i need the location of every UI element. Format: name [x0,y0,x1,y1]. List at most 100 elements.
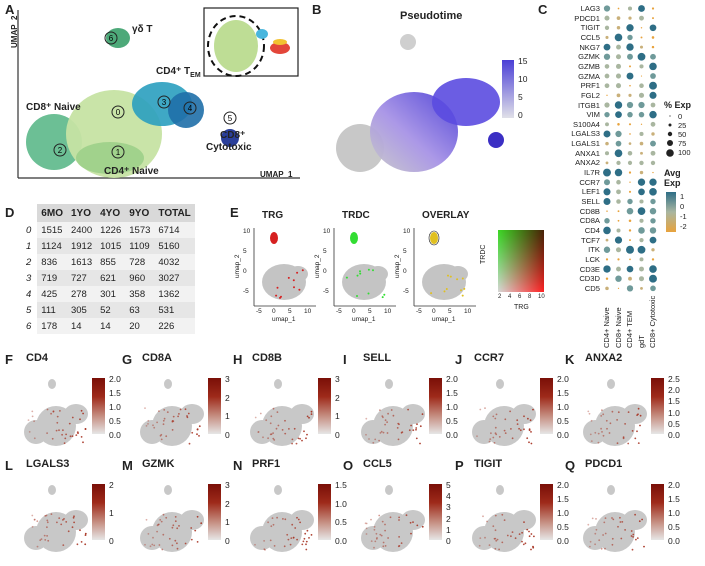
feature-point [521,540,523,543]
panel-letter-g: G [122,352,133,367]
table-cell: 63 [125,302,155,318]
dot-ccl5-g1 [614,33,623,42]
feature-point [60,523,63,526]
feature-point [276,411,279,413]
feature-tick: 1.5 [446,388,458,398]
feature-point [257,431,260,433]
coexp-point [345,276,348,279]
feature-point [46,521,49,524]
dot-itk-g1 [615,247,622,253]
feature-point [188,442,191,445]
table-row-id: 1 [22,238,38,254]
feature-point [33,518,36,521]
dot-cd5-g1 [617,287,620,289]
feature-point [370,518,372,521]
feature-point [282,518,284,520]
coexp-point [430,292,433,295]
feature-point [33,518,36,521]
feature-point [400,431,403,434]
feature-plot-tigit: TIGIT 2.0 1.5 1.0 0.5 0.0 [462,458,572,560]
feature-point [174,516,177,518]
coexp-title-overlay: OVERLAY [422,210,470,221]
dot-lck-g0 [605,258,609,261]
table-cell: 14 [96,318,126,334]
dot-anxa2-g3 [639,160,644,166]
feature-point [598,539,601,542]
feature-point [530,431,532,433]
feature-point [518,533,521,535]
feature-point [518,427,520,430]
feature-point [533,535,535,538]
feature-point [590,440,593,442]
label-cd4-tem: CD4⁺ TEM [156,66,201,79]
feature-point [304,532,307,535]
dot-cd8a-g1 [617,219,620,222]
dotplot-gene-anxa1: ANXA1 [575,148,600,158]
feature-point [67,530,70,533]
feature-point [72,516,75,519]
feature-point [416,524,419,527]
dot-cd4-g2 [628,229,632,232]
dot-cd3e-g4 [649,265,657,273]
dot-ccr7-g4 [649,178,657,186]
feature-tick: 1.0 [109,402,121,412]
feature-point [479,537,482,539]
panel-letter-f: F [5,352,13,367]
pct-tick-75: 75 [678,139,687,148]
feature-point [28,431,31,433]
feature-point [612,518,615,521]
feature-point [162,513,165,516]
feature-point [616,442,619,445]
table-row: 4 425 278 301 358 1362 [22,286,195,302]
dot-gzmk-g0 [603,53,611,60]
feature-point [587,410,590,413]
feature-point [163,417,166,420]
feature-point [379,533,382,536]
feature-point [484,407,486,409]
feature-point [56,521,58,524]
dot-nkg7-g1 [616,44,621,50]
feature-point [46,432,48,434]
dot-cd3d-g1 [615,275,622,282]
coexp-point [280,295,282,298]
table-cell: 728 [125,254,155,270]
panel-letter-i: I [343,352,347,367]
inset-yellow-cluster [273,39,287,45]
feature-point [379,432,382,434]
feature-point [297,518,300,521]
feature-tick: 1.5 [557,494,569,504]
feature-point [296,538,298,541]
feature-point [631,548,634,551]
dot-anxa2-g1 [616,160,621,166]
dot-tcf7-g1 [614,236,623,244]
feature-point [272,523,275,526]
feature-point [76,543,79,546]
feature-point [292,536,295,539]
pseudotime-plot [336,34,514,172]
dotplot-gene-s100a4: S100A4 [572,119,600,129]
coexp-point [359,272,362,275]
dot-lgals3-g0 [603,130,611,138]
label-cytotoxic: Cytotoxic [206,142,252,153]
feature-tick: 4 [446,491,451,502]
feature-point [506,534,509,537]
feature-tick: 1.5 [109,388,121,398]
feature-point [186,415,188,417]
feature-point [382,541,385,544]
coexp-point [381,296,384,299]
feature-point [254,416,257,419]
coexp-xlabel: umap_1 [432,316,456,323]
feature-point [604,532,607,535]
feature-umap-ccl5 [361,485,425,552]
feature-point [46,535,48,537]
dotplot-gene-cd8b: CD8B [579,206,600,216]
feature-point [381,520,384,523]
feature-point [509,410,511,413]
feature-tick: 0.0 [335,536,347,546]
feature-umap-prf1 [250,485,314,552]
feature-point [376,537,378,539]
feature-point [158,544,161,546]
pseudotime-gd-blob [400,34,416,50]
feature-point [601,409,603,412]
feature-point [636,537,639,539]
